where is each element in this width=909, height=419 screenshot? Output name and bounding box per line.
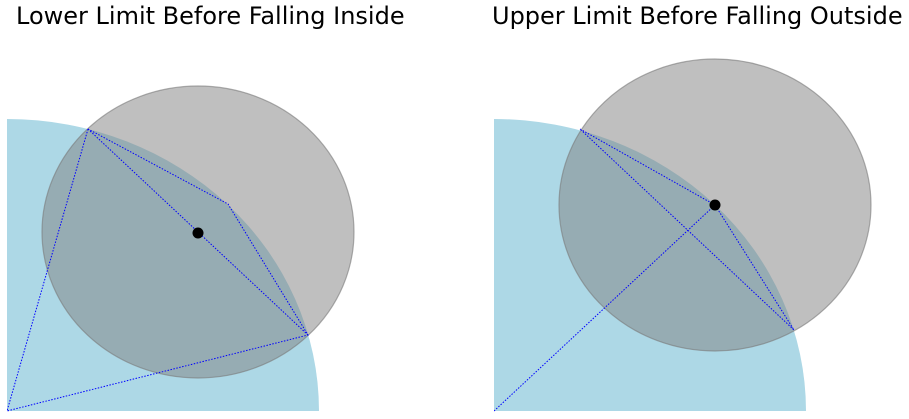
panel-lower-limit <box>7 85 355 412</box>
construction-lines <box>494 128 795 412</box>
radius-line <box>494 204 716 412</box>
panel-upper-limit <box>494 58 872 412</box>
center-point <box>192 227 204 239</box>
panel-title-lower-limit: Lower Limit Before Falling Inside <box>16 2 405 30</box>
panel-title-upper-limit: Upper Limit Before Falling Outside <box>492 2 903 30</box>
chord-quadrilateral <box>579 128 795 331</box>
center-point <box>709 199 721 211</box>
